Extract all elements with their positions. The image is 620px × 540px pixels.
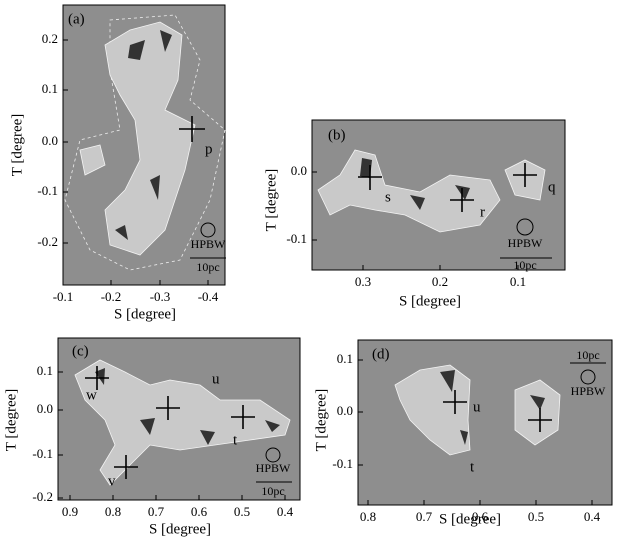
y-axis-label: T [degree] [3,389,19,452]
source-label: u [473,399,481,415]
y-tick-label: -0.1 [37,183,58,198]
markers [85,116,606,483]
y-tick-label: 0.1 [37,363,53,378]
hpbw-label: HPBW [191,237,226,251]
x-axis-label: S [degree] [439,511,501,527]
x-tick-label: 0.7 [416,509,433,524]
y-axis-label: T [degree] [313,389,329,452]
x-tick-label: 0.5 [234,504,250,519]
scale-bar-label: 10pc [196,260,219,274]
scale-bar-label: 10pc [513,258,536,272]
source-label: q [548,179,556,195]
hpbw-label: HPBW [256,461,291,475]
x-axis-label: S [degree] [149,521,211,537]
y-axis-label: T [degree] [9,114,25,177]
source-label: t [233,432,238,448]
x-tick-label: 0.5 [528,509,544,524]
y-tick-label: 0.2 [42,31,58,46]
y-tick-label: -0.1 [286,231,307,246]
x-tick-label: 0.9 [62,504,78,519]
x-tick-label: 0.6 [472,509,489,524]
x-tick-label: 0.7 [148,504,165,519]
x-tick-label: 0.1 [510,274,526,289]
x-tick-label: 0.2 [432,274,448,289]
x-tick-label: 0.6 [191,504,208,519]
panel-label: (d) [372,346,390,362]
y-tick-label: 0.0 [42,133,58,148]
x-tick-label: 0.4 [584,509,601,524]
x-tick-label: 0.3 [355,274,371,289]
scale-bar-label: 10pc [576,348,599,362]
map-shapes [57,4,613,506]
x-tick-label: 0.8 [360,509,376,524]
source-label: u [212,371,220,387]
source-label: v [108,473,116,489]
panel-label: (a) [68,11,85,27]
y-tick-label: -0.1 [332,456,353,471]
y-tick-label: -0.2 [32,489,53,504]
x-tick-label: -0.4 [198,289,219,304]
y-tick-label: 0.1 [42,81,58,96]
y-tick-label: -0.1 [32,446,53,461]
hpbw-label: HPBW [508,236,543,250]
panel-label: (b) [328,127,346,143]
y-axis-label: T [degree] [263,169,279,232]
scale-bar-label: 10pc [261,484,284,498]
source-label: r [480,204,485,220]
hpbw-label: HPBW [571,384,606,398]
source-label: w [86,387,97,403]
y-tick-label: 0.1 [337,351,353,366]
y-tick-label: 0.0 [337,403,353,418]
source-label: s [385,189,391,205]
x-tick-label: 0.4 [277,504,294,519]
y-tick-label: -0.2 [37,234,58,249]
x-tick-label: -0.3 [150,289,171,304]
x-tick-label: 0.8 [105,504,121,519]
y-tick-label: 0.0 [291,163,307,178]
x-axis-label: S [degree] [114,306,176,322]
y-tick-label: 0.0 [37,401,53,416]
panel-label: (c) [72,343,89,359]
x-tick-label: -0.1 [53,289,74,304]
x-axis-label: S [degree] [399,293,461,309]
source-label: p [205,141,213,157]
x-tick-label: -0.2 [101,289,122,304]
source-label: t [470,459,475,475]
